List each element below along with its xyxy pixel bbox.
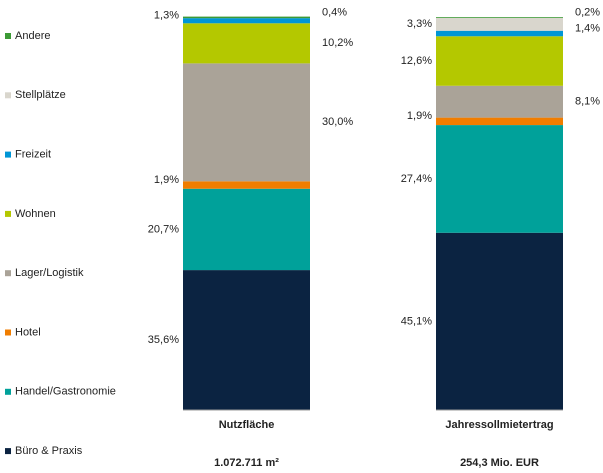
value-label: 10,2% [322, 37, 353, 49]
legend-label: Lager/Logistik [15, 267, 84, 279]
legend-label: Freizeit [15, 149, 51, 161]
bar-segment [436, 125, 563, 233]
value-label: 30,0% [322, 116, 353, 128]
legend-swatch [5, 270, 11, 277]
value-label: 0,4% [322, 6, 347, 18]
legend-label: Büro & Praxis [15, 445, 83, 457]
value-label: 0,2% [575, 6, 600, 18]
value-label: 27,4% [401, 173, 432, 185]
bar-segment [183, 270, 310, 410]
category-label: Jahressollmietertrag [445, 419, 553, 431]
category-subtitle: 254,3 Mio. EUR [460, 457, 539, 469]
legend-label: Andere [15, 30, 50, 42]
category-subtitle: 1.072.711 m² [214, 457, 279, 469]
value-label: 1,9% [407, 110, 432, 122]
bar-segment [436, 30, 563, 37]
legend-label: Stellplätze [15, 89, 66, 101]
value-label: 8,1% [575, 96, 600, 108]
bar-segment [183, 188, 310, 271]
value-label: 1,9% [154, 174, 179, 186]
legend-swatch [5, 329, 11, 336]
bar-segment [183, 181, 310, 189]
value-label: 1,4% [575, 22, 600, 34]
bar-segment [436, 36, 563, 86]
bar-segment [436, 232, 563, 410]
legend-swatch [5, 210, 11, 217]
bar-segment [436, 17, 563, 18]
legend-swatch [5, 388, 11, 395]
value-label: 20,7% [148, 223, 179, 235]
bar-segment [436, 17, 563, 31]
category-label: Nutzfläche [219, 419, 275, 431]
bar-segment [183, 18, 310, 24]
legend-swatch [5, 151, 11, 158]
bar-segment [183, 16, 310, 19]
value-label: 35,6% [148, 334, 179, 346]
bar-segment [183, 63, 310, 182]
legend-label: Hotel [15, 326, 41, 338]
value-label: 12,6% [401, 55, 432, 67]
bar-segment [436, 117, 563, 126]
bar-segment [436, 85, 563, 118]
value-label: 45,1% [401, 315, 432, 327]
value-label: 3,3% [407, 18, 432, 30]
legend-swatch [5, 33, 11, 39]
legend-label: Wohnen [15, 208, 56, 220]
value-label: 1,3% [154, 10, 179, 22]
legend-swatch [5, 448, 11, 455]
legend-swatch [5, 92, 11, 99]
bar-segment [183, 23, 310, 64]
legend-label: Handel/Gastronomie [15, 386, 116, 398]
